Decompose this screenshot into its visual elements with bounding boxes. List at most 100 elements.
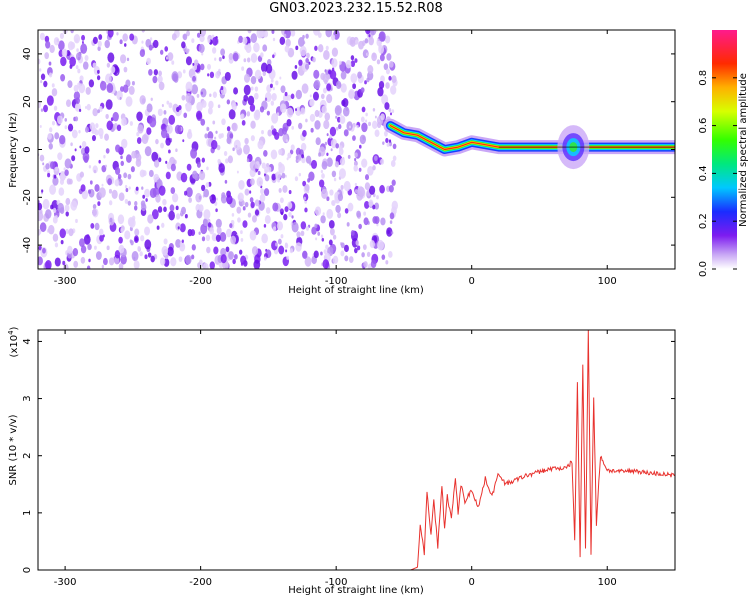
noise-speck (244, 201, 249, 208)
noise-speck (80, 245, 87, 254)
noise-speck (321, 188, 328, 200)
noise-speck (354, 152, 358, 158)
noise-speck (83, 155, 89, 164)
noise-speck (48, 61, 52, 66)
noise-speck (104, 39, 111, 49)
noise-speck (39, 32, 45, 41)
noise-speck (287, 47, 295, 58)
noise-speck (233, 87, 239, 95)
noise-speck (239, 249, 243, 255)
noise-speck (41, 189, 44, 193)
noise-speck (97, 201, 101, 206)
noise-speck (128, 186, 131, 190)
noise-speck (288, 211, 292, 218)
noise-speck (302, 250, 308, 260)
noise-speck (38, 58, 41, 65)
snr-y-tick-label: 0 (22, 567, 33, 573)
noise-speck (117, 173, 122, 180)
noise-speck (237, 195, 241, 200)
noise-speck (111, 189, 118, 199)
noise-speck (114, 167, 121, 175)
noise-speck (287, 152, 292, 159)
noise-speck (261, 233, 268, 244)
noise-speck (91, 129, 94, 134)
noise-speck (240, 113, 245, 120)
noise-speck (205, 234, 211, 242)
noise-speck (284, 206, 289, 213)
noise-speck (97, 46, 101, 52)
noise-speck (295, 45, 299, 51)
noise-speck (150, 255, 155, 263)
noise-speck (49, 127, 53, 133)
noise-speck (145, 198, 148, 202)
noise-speck (390, 85, 397, 95)
noise-speck (150, 97, 153, 102)
noise-speck (373, 155, 378, 161)
noise-speck (353, 164, 358, 172)
noise-speck (302, 129, 307, 137)
noise-speck (64, 158, 72, 169)
noise-speck (136, 111, 143, 122)
noise-speck (291, 215, 294, 219)
noise-speck (133, 260, 140, 269)
noise-speck (246, 111, 251, 117)
noise-speck (354, 161, 357, 166)
noise-speck (354, 158, 357, 162)
noise-speck (290, 93, 295, 100)
noise-speck (212, 120, 216, 125)
noise-speck (255, 115, 258, 119)
noise-speck (46, 95, 54, 106)
noise-speck (158, 185, 166, 196)
noise-speck (372, 107, 376, 112)
noise-speck (134, 228, 140, 236)
noise-speck (313, 69, 320, 79)
noise-speck (185, 81, 193, 92)
noise-speck (49, 161, 56, 170)
noise-speck (232, 258, 236, 265)
noise-speck (137, 124, 144, 134)
noise-speck (88, 79, 95, 88)
noise-speck (202, 262, 209, 269)
noise-speck (291, 125, 295, 130)
noise-speck (369, 240, 375, 248)
noise-speck (389, 220, 393, 224)
snr-series-path (38, 330, 675, 570)
snr-x-axis-label: Height of straight line (km) (288, 585, 424, 596)
noise-speck (314, 223, 318, 229)
noise-speck (265, 207, 271, 214)
noise-speck (63, 263, 69, 269)
noise-speck (361, 158, 368, 168)
noise-speck (289, 149, 294, 155)
noise-speck (326, 152, 329, 156)
noise-speck (263, 150, 268, 157)
noise-speck (321, 173, 325, 179)
noise-speck (182, 69, 186, 74)
noise-speck (376, 195, 379, 200)
noise-speck (243, 144, 250, 155)
noise-speck (271, 128, 277, 136)
noise-speck (356, 124, 359, 129)
noise-speck (79, 75, 84, 82)
noise-speck (196, 93, 200, 98)
snr-x-tick-label: -100 (325, 577, 348, 588)
noise-speck (43, 104, 48, 113)
noise-speck (219, 232, 227, 242)
spectrogram-y-tick-label: 0 (22, 146, 33, 152)
noise-speck (77, 68, 81, 74)
noise-speck (168, 210, 175, 221)
noise-speck (325, 30, 333, 38)
noise-speck (295, 89, 303, 100)
noise-speck (222, 55, 225, 60)
noise-speck (254, 92, 259, 100)
noise-speck (76, 48, 79, 53)
noise-speck (250, 86, 254, 91)
noise-speck (66, 178, 72, 185)
noise-speck (56, 115, 63, 125)
noise-speck (171, 71, 179, 82)
noise-speck (158, 81, 165, 91)
noise-speck (177, 226, 180, 230)
noise-speck (215, 130, 218, 134)
noise-speck (63, 167, 66, 171)
noise-speck (165, 171, 171, 180)
noise-speck (39, 125, 42, 129)
